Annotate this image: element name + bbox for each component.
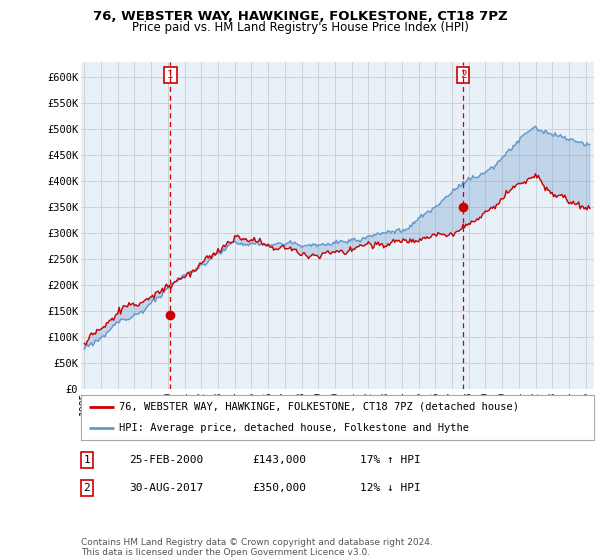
Text: Contains HM Land Registry data © Crown copyright and database right 2024.
This d: Contains HM Land Registry data © Crown c… — [81, 538, 433, 557]
Text: 12% ↓ HPI: 12% ↓ HPI — [360, 483, 421, 493]
Text: 1: 1 — [83, 455, 91, 465]
Text: 76, WEBSTER WAY, HAWKINGE, FOLKESTONE, CT18 7PZ: 76, WEBSTER WAY, HAWKINGE, FOLKESTONE, C… — [92, 10, 508, 23]
Text: HPI: Average price, detached house, Folkestone and Hythe: HPI: Average price, detached house, Folk… — [119, 422, 469, 432]
Text: Price paid vs. HM Land Registry's House Price Index (HPI): Price paid vs. HM Land Registry's House … — [131, 21, 469, 34]
Text: 30-AUG-2017: 30-AUG-2017 — [129, 483, 203, 493]
Text: 25-FEB-2000: 25-FEB-2000 — [129, 455, 203, 465]
Text: 2: 2 — [460, 70, 467, 80]
Text: £143,000: £143,000 — [252, 455, 306, 465]
Text: 17% ↑ HPI: 17% ↑ HPI — [360, 455, 421, 465]
Text: £350,000: £350,000 — [252, 483, 306, 493]
Text: 2: 2 — [83, 483, 91, 493]
Text: 76, WEBSTER WAY, HAWKINGE, FOLKESTONE, CT18 7PZ (detached house): 76, WEBSTER WAY, HAWKINGE, FOLKESTONE, C… — [119, 402, 520, 412]
Text: 1: 1 — [167, 70, 174, 80]
